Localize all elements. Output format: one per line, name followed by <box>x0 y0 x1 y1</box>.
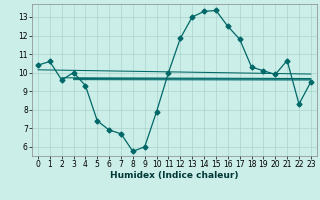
X-axis label: Humidex (Indice chaleur): Humidex (Indice chaleur) <box>110 171 239 180</box>
